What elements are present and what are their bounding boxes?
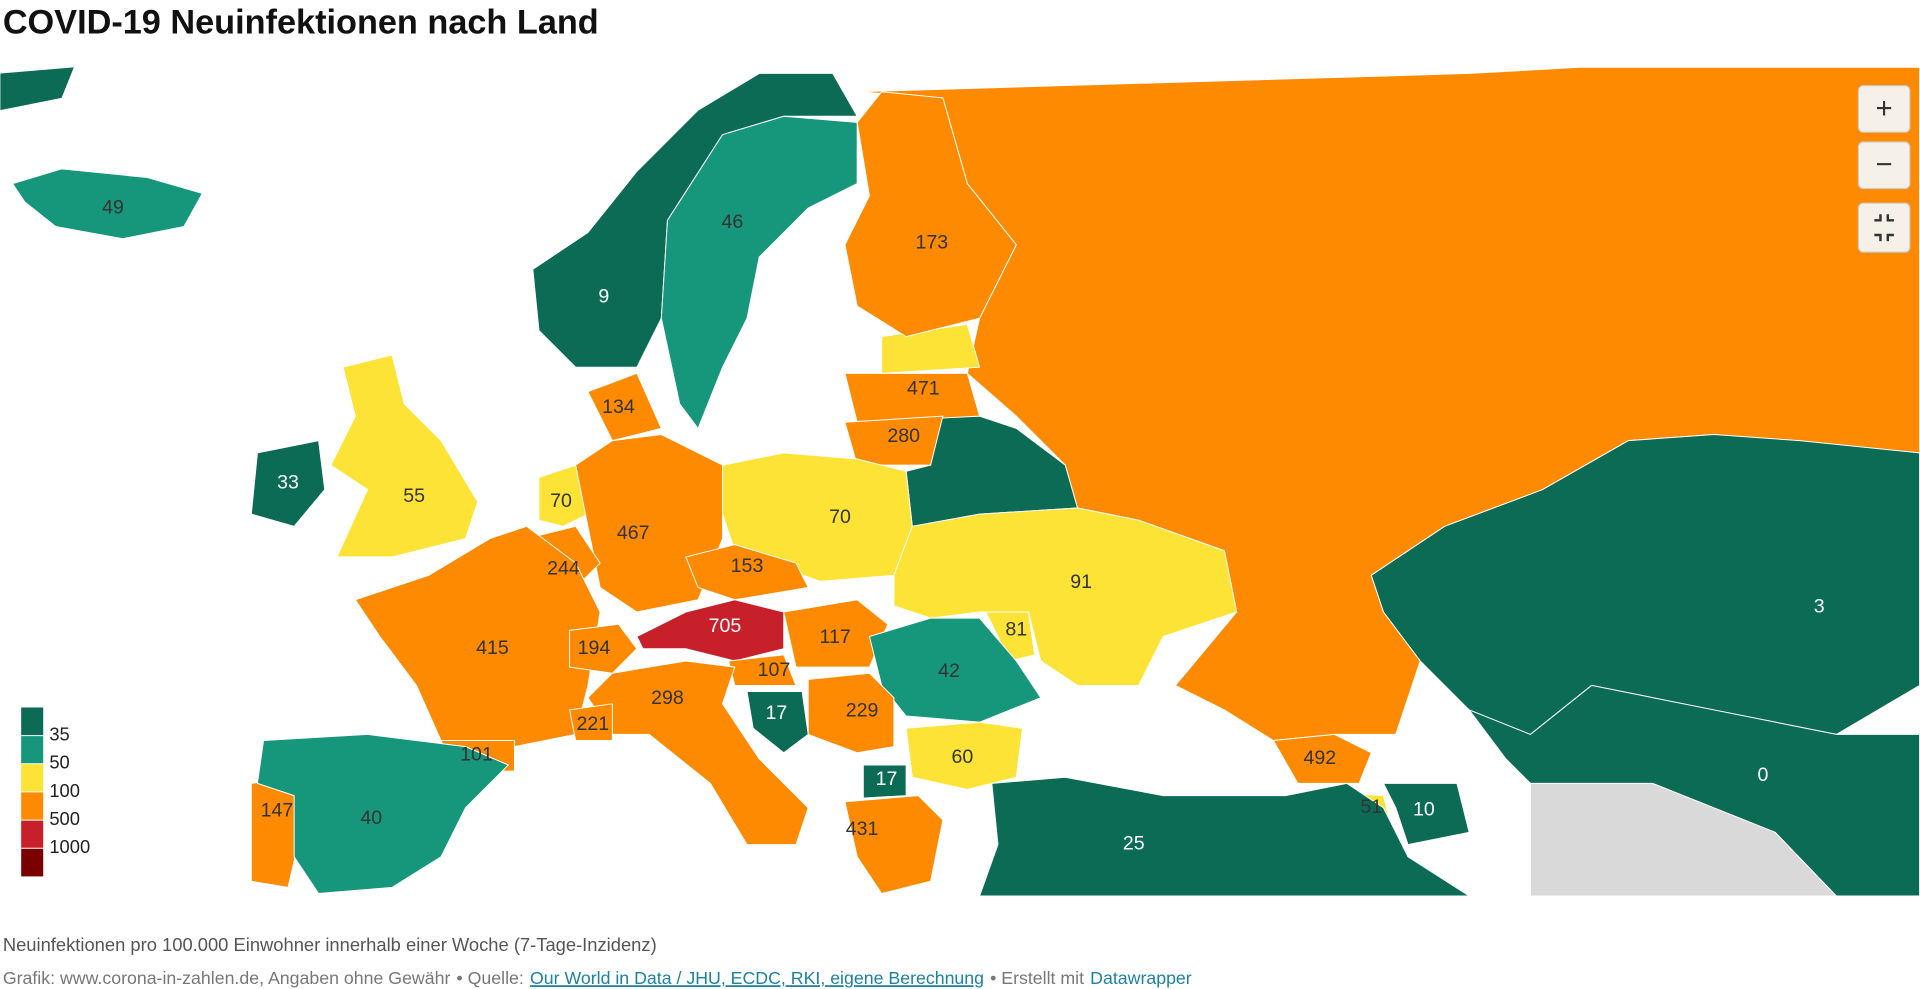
fullscreen-button[interactable] — [1857, 202, 1911, 253]
value-label: 221 — [576, 713, 609, 735]
value-label: 298 — [651, 687, 684, 709]
kazakhstan — [1370, 434, 1920, 735]
title: COVID-19 Neuinfektionen nach Land — [3, 4, 599, 42]
value-label: 42 — [938, 660, 960, 682]
value-label: 0 — [1758, 764, 1769, 786]
region-221 — [568, 703, 613, 742]
sweden — [660, 115, 858, 430]
value-label: 705 — [709, 615, 742, 637]
value-label: 147 — [261, 800, 294, 822]
credit: Grafik: www.corona-in-zahlen.de, Angaben… — [3, 968, 451, 988]
denmark — [587, 372, 663, 442]
value-label: 55 — [403, 485, 425, 507]
fullscreen-icon — [1874, 214, 1894, 242]
value-label: 117 — [820, 626, 851, 648]
azerbaijan — [1382, 782, 1470, 846]
tool-prefix: • Erstellt mit — [990, 968, 1084, 988]
value-label: 134 — [602, 396, 635, 418]
finland — [844, 91, 1017, 338]
uk — [330, 354, 479, 558]
value-label: 153 — [731, 555, 764, 577]
czechia — [685, 544, 809, 601]
bulgaria — [905, 721, 1023, 790]
ireland — [250, 440, 326, 527]
value-label: 17 — [766, 702, 788, 724]
legend-swatch — [21, 763, 44, 792]
spain — [256, 733, 510, 895]
value-label: 244 — [547, 557, 580, 579]
france — [354, 525, 601, 748]
value-label: 70 — [829, 506, 851, 528]
legend-swatch — [21, 791, 44, 821]
value-label: 17 — [876, 768, 898, 790]
zoom-out-button[interactable] — [1857, 141, 1911, 190]
source-link[interactable]: Our World in Data / JHU, ECDC, RKI, eige… — [530, 968, 984, 988]
georgia — [1272, 733, 1372, 784]
north-macedonia — [862, 764, 907, 799]
credits: Grafik: www.corona-in-zahlen.de, Angaben… — [3, 968, 1192, 988]
greenland-edge — [0, 67, 74, 111]
source-prefix: • Quelle: — [457, 968, 524, 988]
bosnia — [746, 691, 809, 754]
description: Neuinfektionen pro 100.000 Einwohner inn… — [3, 934, 657, 955]
value-label: 280 — [887, 425, 920, 447]
zoom-controls: + − — [1857, 85, 1911, 253]
value-label: 415 — [476, 637, 509, 659]
tool-link[interactable]: Datawrapper — [1090, 968, 1192, 988]
italy — [587, 660, 809, 846]
legend-swatch — [21, 735, 44, 764]
netherlands — [538, 464, 589, 527]
value-label: 9 — [598, 286, 609, 308]
turkey — [978, 776, 1471, 897]
legend-label: 1000 — [49, 836, 90, 857]
value-label: 51 — [1360, 796, 1382, 818]
value-label: 60 — [952, 746, 974, 768]
value-label: 40 — [360, 807, 382, 829]
value-label: 431 — [846, 818, 879, 840]
value-label: 33 — [277, 472, 299, 494]
value-label: 467 — [617, 522, 650, 544]
value-label: 107 — [758, 659, 791, 681]
legend-label: 500 — [49, 808, 80, 829]
legend-label: 35 — [49, 723, 69, 744]
value-label: 471 — [907, 377, 940, 399]
lithuania — [844, 415, 944, 466]
value-label: 229 — [846, 699, 879, 721]
value-label: 91 — [1070, 571, 1092, 593]
legend-swatch — [21, 820, 44, 849]
value-label: 81 — [1005, 619, 1027, 641]
legend-label: 50 — [49, 752, 69, 773]
latvia — [844, 372, 981, 423]
ukraine — [893, 507, 1238, 686]
zoom-in-label[interactable]: + — [1876, 92, 1893, 125]
zoom-in-button[interactable] — [1857, 85, 1911, 133]
estonia — [881, 323, 981, 374]
zoom-out-label[interactable]: − — [1876, 148, 1893, 181]
value-label: 25 — [1123, 833, 1145, 855]
greece — [844, 795, 944, 895]
austria — [636, 599, 785, 662]
legend-swatch — [21, 707, 44, 736]
slovenia — [728, 654, 797, 686]
value-label: 492 — [1304, 747, 1337, 769]
legend: 35 50 100 500 1000 — [21, 707, 90, 877]
switzerland — [569, 623, 638, 674]
iceland — [11, 168, 204, 240]
serbia — [807, 672, 895, 754]
value-label: 49 — [102, 196, 124, 218]
value-label: 173 — [916, 232, 949, 254]
value-label: 70 — [550, 490, 572, 512]
legend-label: 100 — [49, 780, 80, 801]
value-label: 3 — [1814, 595, 1825, 617]
value-label: 194 — [578, 637, 611, 659]
value-label: 10 — [1413, 798, 1435, 820]
legend-swatch — [21, 848, 44, 877]
value-label: 101 — [460, 743, 493, 765]
value-label: 46 — [721, 211, 743, 233]
